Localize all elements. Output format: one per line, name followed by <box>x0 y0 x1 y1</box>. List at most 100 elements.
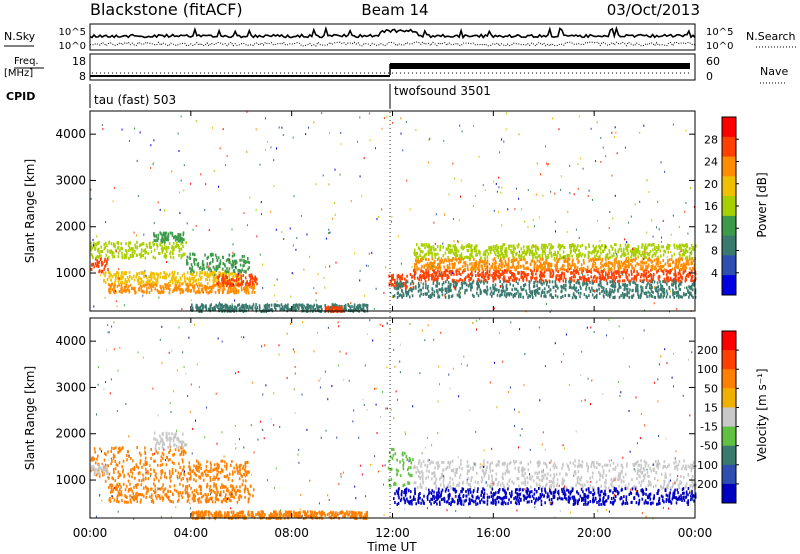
power-cell-band-12 <box>631 248 634 252</box>
power-cell-band-11 <box>573 265 576 269</box>
power-cell-band-3 <box>193 289 195 293</box>
power-cell-band-12 <box>599 254 601 258</box>
power-scatter-cell <box>628 221 629 224</box>
power-cell-band-13 <box>575 281 578 285</box>
power-cell-band-1 <box>156 242 158 246</box>
power-cell-band-1 <box>126 249 128 253</box>
power-scatter-cell <box>547 163 549 166</box>
power-cell-band-3 <box>118 290 121 293</box>
power-cell-band-4 <box>201 271 204 275</box>
power-cell-band-1 <box>131 252 134 256</box>
power-cell-band-12 <box>580 254 583 258</box>
power-cell-band-7 <box>344 307 346 311</box>
power-cell-band-11 <box>659 261 662 265</box>
power-scatter-cell <box>474 268 476 271</box>
power-scatter-cell <box>661 236 662 239</box>
power-cell-band-10 <box>488 270 491 273</box>
power-cell-band-4 <box>173 273 175 277</box>
power-cell-band-1 <box>133 251 136 255</box>
power-cell-band-13 <box>535 290 538 294</box>
power-cell-band-11 <box>416 267 419 271</box>
power-scatter-cell <box>498 176 500 179</box>
power-cell-band-5 <box>241 258 243 262</box>
power-scatter-cell <box>656 226 657 229</box>
velocity-cell-band-0 <box>180 472 182 475</box>
power-cell-band-12 <box>662 245 665 249</box>
power-cell-band-13 <box>476 291 478 295</box>
power-cell-band-12 <box>648 253 651 257</box>
power-scatter-cell <box>190 182 192 185</box>
power-cell-band-13 <box>401 284 404 288</box>
power-cell-band-4 <box>208 278 211 282</box>
power-cell-band-2 <box>169 231 172 235</box>
power-cell-band-12 <box>544 252 546 255</box>
power-cell-band-13 <box>449 285 452 289</box>
power-cell-band-10 <box>611 273 614 276</box>
power-cell-band-7 <box>223 308 225 312</box>
power-cell-band-11 <box>451 258 454 262</box>
power-cell-band-13 <box>525 289 527 293</box>
power-cell-band-11 <box>597 257 599 261</box>
power-cell-band-13 <box>393 294 396 298</box>
freq-panel-frame <box>89 53 696 81</box>
power-cell-band-0 <box>96 262 99 266</box>
power-cell-band-12 <box>546 245 549 249</box>
power-cell-band-10 <box>617 279 619 283</box>
power-cell-band-13 <box>548 285 550 289</box>
power-cell-band-13 <box>589 290 592 293</box>
power-scatter-cell <box>317 273 319 276</box>
power-cell-band-4 <box>209 271 211 274</box>
power-cell-band-1 <box>103 243 105 247</box>
power-cell-band-12 <box>643 245 646 249</box>
power-scatter-cell <box>541 267 543 270</box>
power-cell-band-13 <box>634 282 637 286</box>
power-cell-band-5 <box>243 264 245 267</box>
power-cell-band-13 <box>445 290 448 294</box>
power-scatter-cell <box>116 305 118 308</box>
power-cell-band-4 <box>188 281 191 284</box>
power-cell-band-3 <box>164 283 166 287</box>
power-cell-band-11 <box>541 263 544 267</box>
power-cell-band-1 <box>172 256 175 260</box>
power-cell-band-13 <box>537 291 539 295</box>
power-cell-band-6 <box>254 277 257 280</box>
power-cell-band-12 <box>460 254 463 258</box>
power-scatter-cell <box>593 290 595 292</box>
power-scatter-cell <box>478 155 480 158</box>
power-cell-band-10 <box>640 275 642 279</box>
power-cell-band-12 <box>493 248 495 252</box>
power-cell-band-13 <box>646 283 648 287</box>
power-cell-band-10 <box>675 274 678 278</box>
power-cell-band-13 <box>437 294 440 298</box>
power-cell-band-11 <box>655 257 658 261</box>
power-cell-band-3 <box>162 285 164 289</box>
power-cell-band-13 <box>494 287 496 291</box>
power-cell-band-13 <box>429 293 432 297</box>
power-cell-band-3 <box>154 287 156 291</box>
power-cell-band-2 <box>178 239 181 243</box>
power-cell-band-0 <box>106 261 108 265</box>
power-cell-band-13 <box>635 287 637 291</box>
power-cell-band-12 <box>560 245 563 248</box>
power-cell-band-12 <box>657 244 660 247</box>
power-cell-band-10 <box>506 269 509 272</box>
power-cell-band-12 <box>584 245 587 249</box>
power-cell-band-12 <box>545 244 547 248</box>
power-cell-band-12 <box>611 254 613 258</box>
power-cell-band-13 <box>546 280 548 284</box>
power-cell-band-12 <box>627 243 629 247</box>
power-cell-band-10 <box>441 271 443 275</box>
power-cell-band-12 <box>547 254 549 257</box>
power-cell-band-12 <box>448 250 450 254</box>
power-cell-band-12 <box>635 253 637 257</box>
power-scatter-cell <box>313 121 315 124</box>
power-cell-band-9 <box>396 276 399 280</box>
power-cell-band-3 <box>243 287 245 291</box>
power-scatter-cell <box>444 213 445 216</box>
velocity-cell-band-0 <box>168 451 170 454</box>
power-cell-band-13 <box>489 286 492 290</box>
power-scatter-cell <box>264 149 266 151</box>
power-cell-band-7 <box>241 305 244 309</box>
power-scatter-cell <box>551 309 552 312</box>
power-cell-band-4 <box>219 271 221 275</box>
